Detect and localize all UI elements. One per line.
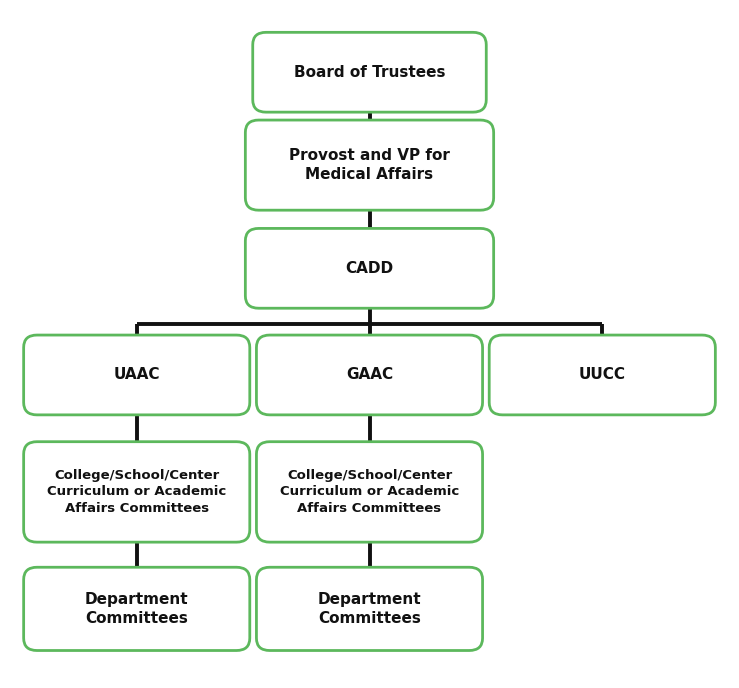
FancyBboxPatch shape [245, 120, 494, 211]
Text: Department
Committees: Department Committees [85, 592, 188, 626]
FancyBboxPatch shape [245, 228, 494, 308]
Text: GAAC: GAAC [346, 367, 393, 383]
Text: Provost and VP for
Medical Affairs: Provost and VP for Medical Affairs [289, 148, 450, 182]
Text: Department
Committees: Department Committees [318, 592, 421, 626]
Text: UAAC: UAAC [114, 367, 160, 383]
Text: CADD: CADD [345, 261, 394, 276]
FancyBboxPatch shape [253, 32, 486, 112]
FancyBboxPatch shape [489, 335, 715, 415]
FancyBboxPatch shape [256, 567, 483, 651]
Text: UUCC: UUCC [579, 367, 626, 383]
FancyBboxPatch shape [256, 442, 483, 542]
Text: College/School/Center
Curriculum or Academic
Affairs Committees: College/School/Center Curriculum or Acad… [47, 469, 226, 515]
FancyBboxPatch shape [24, 442, 250, 542]
FancyBboxPatch shape [256, 335, 483, 415]
Text: College/School/Center
Curriculum or Academic
Affairs Committees: College/School/Center Curriculum or Acad… [280, 469, 459, 515]
FancyBboxPatch shape [24, 335, 250, 415]
Text: Board of Trustees: Board of Trustees [293, 65, 446, 80]
FancyBboxPatch shape [24, 567, 250, 651]
